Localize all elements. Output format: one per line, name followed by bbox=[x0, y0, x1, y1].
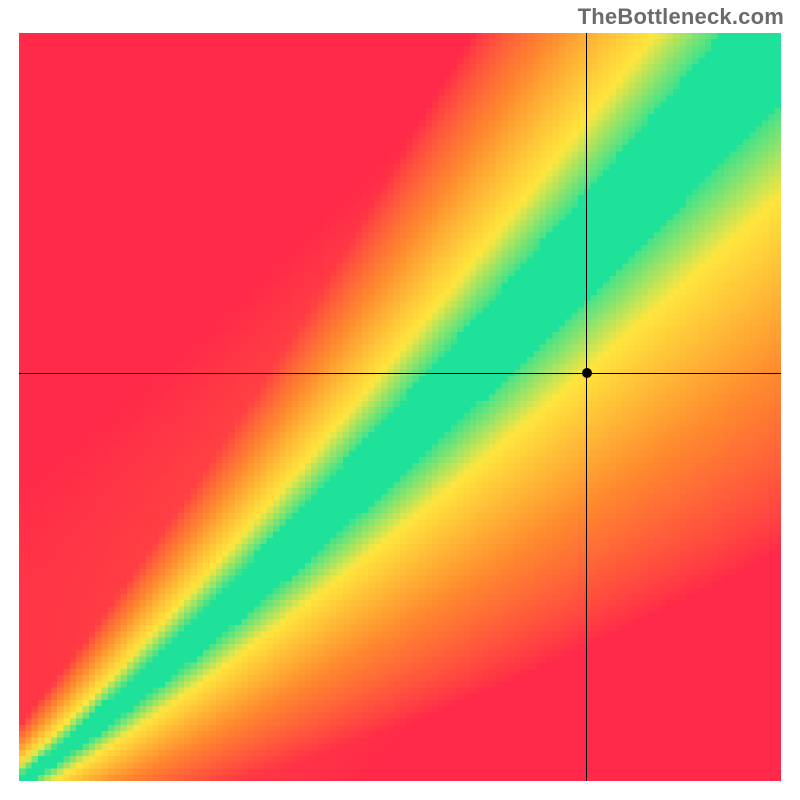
attribution-text: TheBottleneck.com bbox=[578, 4, 784, 30]
crosshair-marker bbox=[582, 368, 592, 378]
crosshair-horizontal bbox=[19, 373, 781, 374]
heatmap-plot bbox=[19, 33, 781, 781]
heatmap-canvas bbox=[19, 33, 781, 781]
crosshair-vertical bbox=[586, 33, 587, 781]
